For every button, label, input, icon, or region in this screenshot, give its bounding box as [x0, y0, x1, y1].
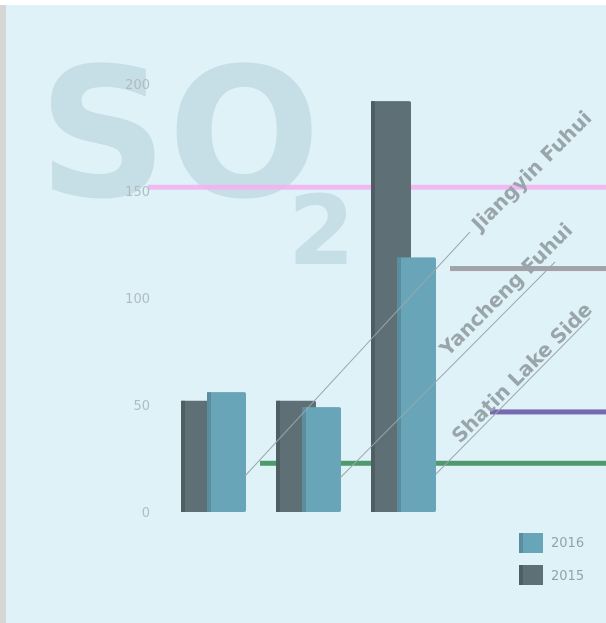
legend-swatch-2015	[519, 565, 543, 585]
legend-swatch-2016	[519, 533, 543, 553]
reference-line	[450, 266, 606, 272]
bar-2015-edge	[276, 400, 280, 512]
y-tick-label: 0	[142, 506, 150, 521]
bar-2016	[302, 407, 341, 512]
y-tick-label: 200	[125, 78, 150, 93]
left-border	[0, 5, 6, 623]
y-tick-label: 100	[125, 292, 150, 307]
y-tick-label: 50	[133, 399, 150, 414]
legend: 2016 2015	[519, 533, 584, 585]
y-tick-label: 150	[125, 185, 150, 200]
watermark-so: SO	[38, 30, 321, 239]
legend-label-2015: 2015	[551, 569, 584, 584]
bar-2016-edge	[302, 407, 306, 512]
category-leader-line	[435, 317, 591, 475]
bar-2016-edge	[397, 257, 401, 512]
bar-2015-edge	[371, 101, 375, 513]
legend-swatch-2015-edge	[519, 565, 523, 585]
bar-2016	[207, 392, 246, 512]
bars	[181, 101, 436, 513]
category-leader-line	[339, 261, 556, 479]
category-leader-lines	[244, 231, 591, 479]
bar-2016-edge	[207, 392, 211, 512]
category-leader-line	[244, 231, 471, 477]
reference-line	[490, 409, 606, 415]
chart-background	[0, 5, 606, 623]
watermark-subscript: 2	[288, 175, 355, 287]
y-axis-ticks: 0 50 100 150 200	[125, 78, 150, 521]
bar-2015-edge	[181, 400, 185, 512]
legend-label-2016: 2016	[551, 536, 584, 551]
legend-swatch-2016-edge	[519, 533, 523, 553]
bar-2016	[397, 257, 436, 512]
